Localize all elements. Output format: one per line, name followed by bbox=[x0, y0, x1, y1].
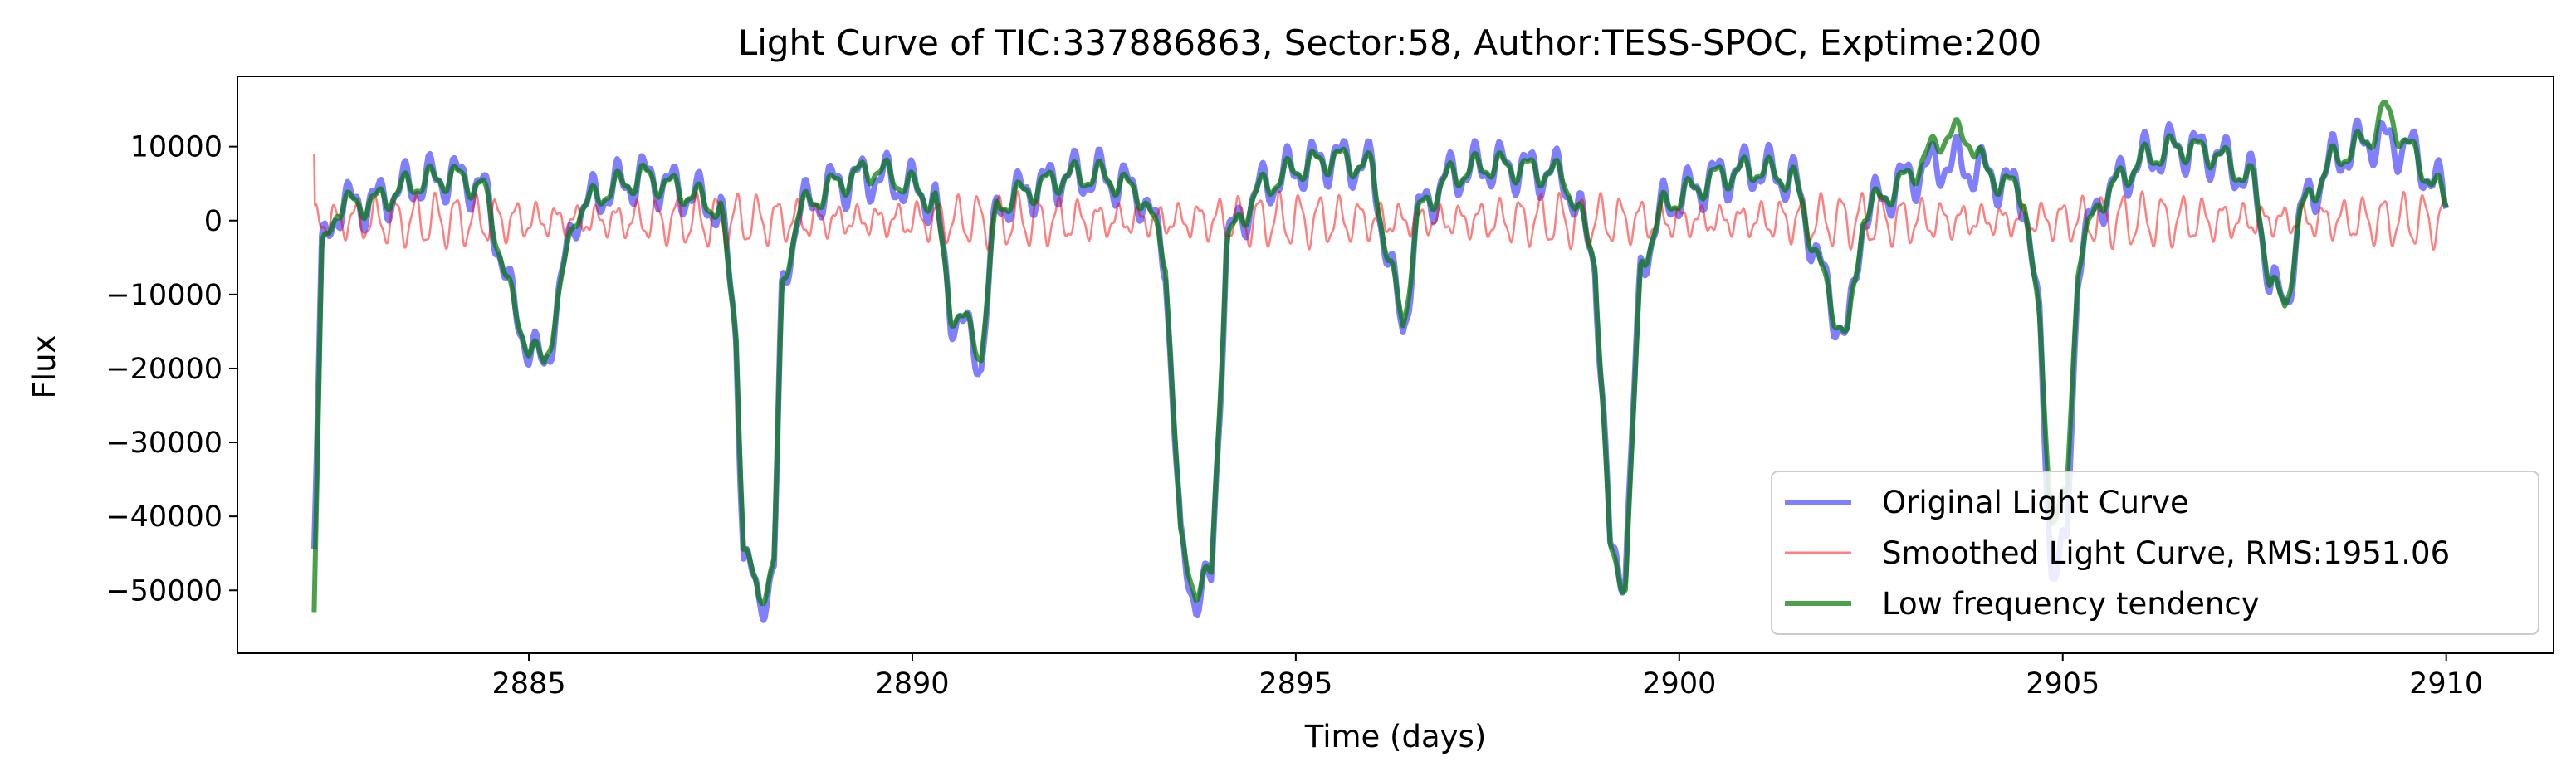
y-tick-label: −20000 bbox=[105, 353, 222, 386]
x-tick-label: 2885 bbox=[492, 667, 566, 700]
plot-frame bbox=[237, 76, 2554, 654]
legend-label-original: Original Light Curve bbox=[1882, 485, 2189, 520]
y-tick-label: −50000 bbox=[105, 574, 222, 608]
series-layer bbox=[310, 100, 2450, 623]
x-tick-label: 2910 bbox=[2409, 667, 2483, 700]
x-tick-label: 2900 bbox=[1642, 667, 1716, 700]
smoothed-light-curve-line bbox=[313, 154, 2447, 251]
x-tick-label: 2905 bbox=[2026, 667, 2099, 700]
legend-box bbox=[1771, 471, 2539, 635]
y-tick-label: −30000 bbox=[105, 427, 222, 460]
x-tick-label: 2890 bbox=[875, 667, 949, 700]
x-axis-ticks: 2885 2890 2895 2900 2905 2910 bbox=[492, 653, 2483, 700]
chart-title: Light Curve of TIC:337886863, Sector:58,… bbox=[738, 22, 2041, 63]
y-tick-label: −40000 bbox=[105, 500, 222, 534]
y-tick-label: −10000 bbox=[105, 279, 222, 312]
y-axis-label: Flux bbox=[27, 335, 62, 399]
x-axis-label: Time (days) bbox=[1304, 719, 1487, 754]
x-tick-label: 2895 bbox=[1259, 667, 1332, 700]
y-axis-ticks: 10000 0 −10000 −20000 −30000 −40000 −50000 bbox=[105, 131, 237, 608]
legend-label-low-frequency: Low frequency tendency bbox=[1882, 586, 2260, 622]
y-tick-label: 0 bbox=[204, 205, 222, 238]
low-frequency-tendency-line bbox=[311, 100, 2449, 613]
y-tick-label: 10000 bbox=[130, 131, 222, 164]
legend-label-smoothed: Smoothed Light Curve, RMS:1951.06 bbox=[1882, 535, 2450, 571]
chart-legend: Original Light Curve Smoothed Light Curv… bbox=[1771, 471, 2539, 635]
